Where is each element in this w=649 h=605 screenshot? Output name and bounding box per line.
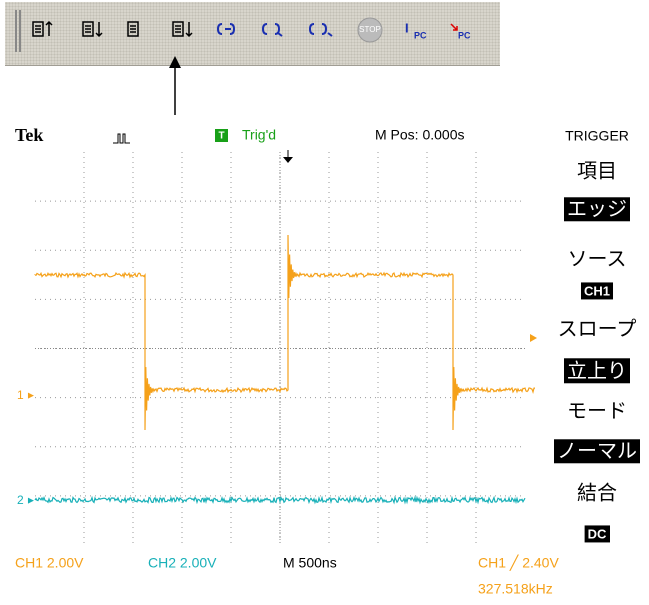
jump-icons[interactable] (218, 24, 332, 36)
timebase: M 500ns (283, 555, 337, 571)
pointer-head (169, 56, 181, 68)
toolbar-icons: STOP I PC PC (16, 10, 471, 52)
graticule (35, 152, 525, 545)
brand: Tek (15, 125, 43, 145)
canvas: STOP I PC PC Tek T Trig'd M Pos: 0.000s … (0, 0, 649, 605)
menu-label: モード (567, 400, 627, 422)
step-icons[interactable] (33, 22, 192, 36)
frequency: 327.518kHz (478, 581, 553, 597)
menu-value: ノーマル (557, 440, 637, 462)
ch2-waveform (35, 498, 525, 503)
ch1-waveform (35, 235, 535, 430)
ipc-sub: PC (414, 30, 427, 40)
menu-label: 項目 (577, 160, 617, 182)
spc-arrow (451, 24, 457, 30)
menu-label: ソース (568, 248, 627, 270)
menu-title: TRIGGER (565, 128, 629, 144)
trig-badge: T (218, 131, 224, 142)
ipc-label[interactable]: I (405, 20, 409, 35)
trigger-level-marker (530, 334, 537, 342)
stop-label: STOP (359, 25, 381, 34)
ch1-marker: 1 (17, 388, 24, 402)
menu-label: スロープ (558, 318, 637, 340)
menu-value: CH1 (584, 283, 610, 298)
menu-label: 結合 (577, 481, 617, 504)
screenshot: STOP I PC PC Tek T Trig'd M Pos: 0.000s … (0, 0, 649, 605)
spc-sub[interactable]: PC (458, 30, 471, 40)
menu-value: エッジ (567, 198, 627, 220)
menu-value: DC (588, 526, 607, 541)
ch1-scale: CH1 2.00V (15, 555, 84, 571)
ch2-marker: 2 (17, 493, 24, 507)
trig-status: Trig'd (242, 127, 276, 143)
m-pos: M Pos: 0.000s (375, 127, 465, 143)
menu-value: 立上り (567, 359, 627, 382)
ch1-marker-arrow: ► (26, 391, 36, 402)
acq-icon (113, 134, 130, 143)
ch2-scale: CH2 2.00V (148, 555, 217, 571)
trigger-setting: CH1 ╱ 2.40V (478, 555, 559, 572)
ch2-marker-arrow: ► (26, 496, 36, 507)
